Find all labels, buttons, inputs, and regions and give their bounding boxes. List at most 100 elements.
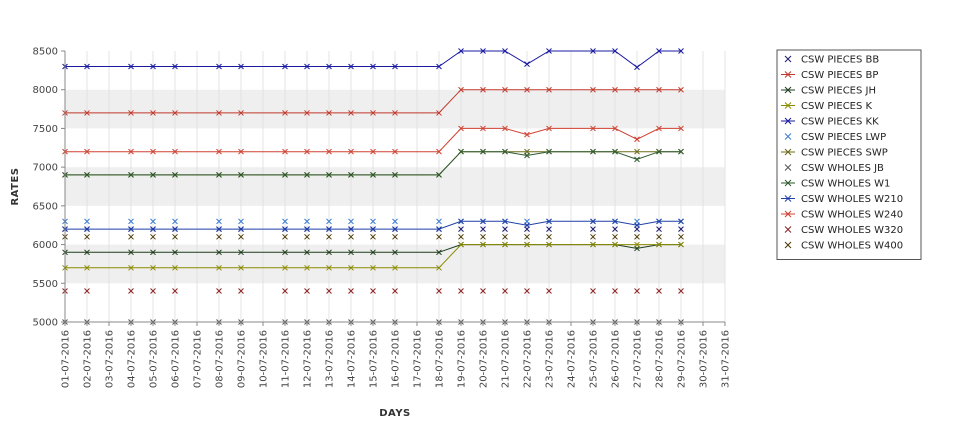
vertical-gridlines: [64, 51, 726, 322]
data-point: [436, 218, 442, 225]
y-tick-label: 8500: [33, 47, 58, 58]
data-point: [436, 288, 442, 294]
legend-item: CSW PIECES SWP: [781, 148, 888, 159]
x-tick-label: 16-07-2016: [391, 330, 402, 388]
data-point: [282, 233, 288, 240]
legend-marker: [784, 102, 792, 109]
series-line-9: [65, 220, 681, 230]
x-tick-label: 02-07-2016: [83, 330, 94, 388]
data-point: [304, 288, 310, 294]
data-point: [458, 125, 464, 132]
legend-label: CSW WHOLES W400: [801, 241, 903, 252]
y-axis-ticks: 5000 5500 6000 6500 7000 7500 8000 8500: [33, 47, 65, 329]
data-point: [590, 218, 596, 225]
data-point: [370, 288, 376, 294]
data-point: [392, 148, 398, 155]
data-point: [282, 264, 288, 271]
y-tick-label: 7500: [33, 124, 58, 135]
legend-marker: [784, 210, 792, 218]
data-point: [348, 63, 354, 70]
data-point: [634, 233, 640, 240]
data-point: [128, 110, 134, 116]
data-point: [458, 233, 464, 240]
x-tick-label: 18-07-2016: [435, 330, 446, 388]
data-point: [612, 233, 618, 240]
data-point: [282, 249, 288, 256]
data-point: [678, 233, 684, 240]
data-point: [370, 226, 376, 232]
data-point: [392, 218, 398, 225]
data-point: [502, 241, 508, 248]
data-point: [392, 63, 398, 70]
data-point: [546, 86, 552, 93]
data-point: [502, 288, 508, 294]
data-point: [612, 226, 618, 232]
data-point: [480, 233, 486, 240]
data-point: [678, 226, 684, 232]
legend-marker: [784, 71, 792, 78]
legend-item: CSW WHOLES JB: [784, 163, 884, 174]
data-point: [656, 226, 662, 232]
legend-item: CSW PIECES LWP: [784, 132, 886, 143]
x-tick-label: 06-07-2016: [171, 330, 182, 388]
data-point: [172, 288, 178, 294]
data-point: [392, 172, 398, 178]
data-point: [172, 226, 178, 232]
data-point: [634, 86, 640, 93]
data-point: [128, 264, 134, 271]
data-point: [458, 288, 464, 294]
data-point: [238, 110, 244, 116]
data-point: [590, 226, 596, 232]
data-point: [436, 264, 442, 271]
data-point: [480, 226, 486, 232]
x-axis-ticks: 01-07-2016 02-07-2016 03-07-2016 04-07-2016…: [61, 322, 732, 388]
data-point: [656, 148, 662, 155]
data-point: [282, 218, 288, 225]
legend-item: CSW PIECES KK: [781, 117, 879, 128]
data-point: [304, 233, 310, 240]
data-point: [238, 249, 244, 256]
x-tick-label: 07-07-2016: [193, 330, 204, 388]
data-point: [348, 110, 354, 116]
legend-label: CSW PIECES KK: [801, 117, 879, 128]
data-point: [678, 218, 684, 225]
data-point: [150, 63, 156, 70]
data-point: [238, 264, 244, 271]
legend-box: [776, 49, 922, 260]
series-line-4: [65, 50, 681, 68]
legend-item: CSW PIECES BP: [781, 70, 878, 81]
data-point: [502, 218, 508, 225]
legend-marker: [784, 148, 792, 156]
data-point: [612, 86, 618, 93]
data-point: [656, 241, 662, 248]
x-tick-label: 03-07-2016: [105, 330, 116, 388]
data-point: [326, 249, 332, 256]
data-point: [634, 288, 640, 294]
data-point: [304, 218, 310, 225]
data-point: [546, 148, 552, 155]
data-point: [172, 63, 178, 70]
data-point: [458, 86, 464, 93]
data-point: [128, 218, 134, 225]
data-point: [282, 172, 288, 178]
data-point: [524, 222, 530, 229]
legend-label: CSW PIECES K: [801, 101, 873, 112]
x-axis-label: DAYS: [379, 408, 411, 419]
data-point: [84, 218, 90, 225]
series-line-10: [65, 127, 681, 153]
data-point: [216, 233, 222, 240]
data-point: [84, 110, 90, 116]
data-point: [546, 233, 552, 240]
data-point: [678, 288, 684, 294]
x-tick-label: 23-07-2016: [545, 330, 556, 388]
x-tick-label: 09-07-2016: [237, 330, 248, 388]
legend-label: CSW WHOLES W210: [801, 194, 903, 205]
data-point: [436, 172, 442, 178]
data-point: [590, 241, 596, 248]
legend-label: CSW WHOLES W1: [801, 179, 890, 190]
data-point: [392, 288, 398, 294]
data-point: [502, 226, 508, 232]
data-point: [150, 226, 156, 232]
data-point: [348, 288, 354, 294]
data-point: [612, 241, 618, 248]
